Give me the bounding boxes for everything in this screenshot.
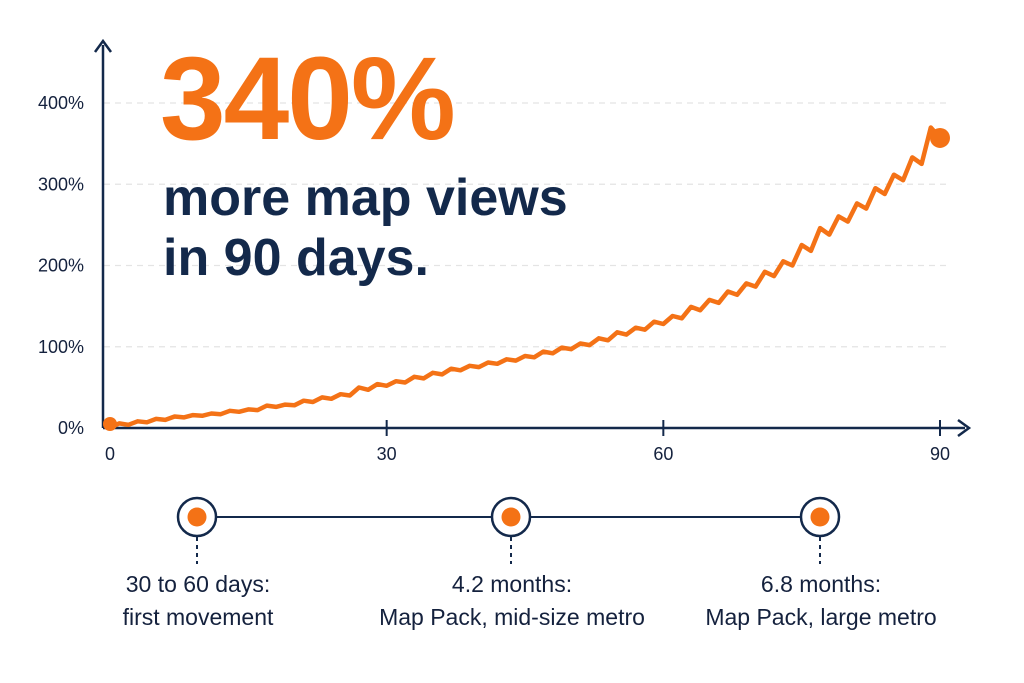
y-tick-label: 0% <box>58 418 84 438</box>
timeline <box>176 496 841 564</box>
milestone-label-3: 6.8 months: Map Pack, large metro <box>671 568 971 634</box>
milestone-dot-2 <box>501 507 521 527</box>
y-tick-label: 400% <box>38 93 84 113</box>
axis-ticks: 0% 100% 200% 300% 400% 0 30 60 90 <box>38 93 950 464</box>
milestone-label-1: 30 to 60 days: first movement <box>48 568 348 634</box>
milestone-3-detail: Map Pack, large metro <box>705 604 937 630</box>
x-tick-label: 0 <box>105 444 115 464</box>
axes <box>93 38 972 438</box>
milestone-dot-3 <box>810 507 830 527</box>
milestone-dot-1 <box>187 507 207 527</box>
series-end-point <box>930 127 950 148</box>
milestone-3-title: 6.8 months: <box>760 571 882 597</box>
milestone-1-title: 30 to 60 days: <box>125 571 271 597</box>
x-tick-label: 30 <box>377 444 397 464</box>
x-tick-label: 90 <box>930 444 950 464</box>
headline-line-2: in 90 days. <box>163 229 429 287</box>
y-tick-label: 300% <box>38 174 84 194</box>
series-layer <box>103 125 950 431</box>
series-line <box>107 125 943 431</box>
x-tick-label: 60 <box>653 444 673 464</box>
series-start-point <box>103 417 117 431</box>
milestone-2-title: 4.2 months: <box>451 571 573 597</box>
y-tick-label: 100% <box>38 337 84 357</box>
y-tick-label: 200% <box>38 256 84 276</box>
headline-line-1: more map views <box>163 169 568 227</box>
gridlines <box>104 102 948 348</box>
x-axis-arrow <box>957 418 972 438</box>
headline-subtitle: more map views in 90 days. <box>163 168 568 288</box>
y-axis-arrow <box>93 38 113 53</box>
milestone-1-detail: first movement <box>122 604 274 630</box>
headline-value: 340% <box>160 33 456 165</box>
milestone-label-2: 4.2 months: Map Pack, mid-size metro <box>362 568 662 634</box>
milestone-2-detail: Map Pack, mid-size metro <box>379 604 645 630</box>
